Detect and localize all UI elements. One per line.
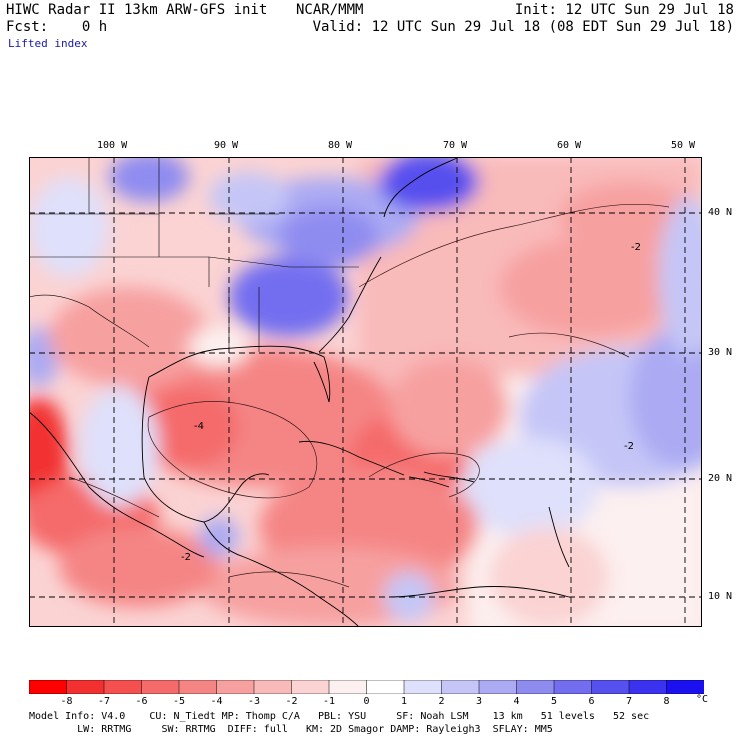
colorbar-swatch — [253, 680, 293, 694]
contour-label: -2 — [624, 441, 634, 452]
model-info-line1: Model Info: V4.0 CU: N_Tiedt MP: Thomp C… — [29, 711, 650, 722]
colorbar-swatch — [478, 680, 518, 694]
colorbar-tick-label: 7 — [625, 696, 633, 707]
colorbar-tick-label: -4 — [210, 696, 223, 707]
colorbar-tick-label: 1 — [400, 696, 408, 707]
colorbar-unit: °C — [695, 694, 709, 705]
colorbar-swatch — [666, 680, 704, 694]
lon-label: 50 W — [671, 140, 696, 151]
colorbar-swatch — [29, 680, 68, 694]
colorbar-tick-label: 6 — [588, 696, 595, 707]
model-title: HIWC Radar II 13km ARW-GFS init — [6, 2, 268, 18]
colorbar-tick-label: 2 — [438, 696, 445, 707]
colorbar-tick-label: -1 — [322, 696, 336, 707]
contour-label: -4 — [194, 421, 204, 432]
model-info-line2: LW: RRTMG SW: RRTMG DIFF: full KM: 2D Sm… — [29, 724, 553, 735]
colorbar-swatch — [516, 680, 555, 694]
colorbar-tick-label: 0 — [363, 696, 370, 707]
colorbar-swatch — [216, 680, 255, 694]
colorbar-swatch — [553, 680, 593, 694]
colorbar-swatch — [178, 680, 218, 694]
map-frame — [29, 157, 702, 627]
colorbar-swatch — [328, 680, 368, 694]
colorbar-tick-label: -2 — [285, 696, 298, 707]
lon-label: 70 W — [443, 140, 468, 151]
lifted-index-map: -2 -4 -2 -2 — [29, 157, 702, 627]
field-name: Lifted index — [8, 37, 88, 50]
colorbar-tick-label: -7 — [97, 696, 111, 707]
colorbar-tick-label: 3 — [475, 696, 483, 707]
lat-label: 20 N — [708, 473, 733, 484]
lifted-index-shading — [29, 157, 702, 627]
li-contours — [68, 204, 670, 588]
contour-label: -2 — [181, 552, 191, 563]
colorbar-swatch — [441, 680, 480, 694]
contour-label: -2 — [631, 242, 641, 253]
colorbar-tick-label: 4 — [513, 696, 520, 707]
org-label: NCAR/MMM — [296, 2, 364, 18]
colorbar-tick-label: -6 — [135, 696, 148, 707]
lon-label: 100 W — [97, 140, 128, 151]
colorbar-swatch — [628, 680, 668, 694]
colorbar-swatch — [66, 680, 105, 694]
colorbar-tick-label: -3 — [247, 696, 261, 707]
lat-label: 10 N — [708, 591, 733, 602]
colorbar-swatch — [403, 680, 443, 694]
valid-time: Valid: 12 UTC Sun 29 Jul 18 (08 EDT Sun … — [312, 19, 734, 35]
lon-label: 80 W — [328, 140, 353, 151]
colorbar-swatch — [291, 680, 330, 694]
colorbar — [29, 680, 704, 694]
colorbar-tick-label: 5 — [550, 696, 558, 707]
political-borders — [29, 157, 359, 352]
latlon-grid — [29, 157, 702, 627]
colorbar-tick-label: -8 — [60, 696, 73, 707]
colorbar-tick-label: 8 — [663, 696, 670, 707]
colorbar-swatch — [141, 680, 180, 694]
forecast-hour: Fcst: 0 h — [6, 19, 108, 35]
lon-label: 60 W — [557, 140, 582, 151]
colorbar-swatch — [366, 680, 405, 694]
colorbar-tick-label: -5 — [172, 696, 186, 707]
init-time: Init: 12 UTC Sun 29 Jul 18 — [514, 2, 734, 18]
colorbar-swatch — [103, 680, 143, 694]
colorbar-swatch — [591, 680, 630, 694]
lon-label: 90 W — [214, 140, 239, 151]
coastlines — [29, 157, 570, 627]
lat-label: 40 N — [708, 207, 733, 218]
lat-label: 30 N — [708, 347, 733, 358]
